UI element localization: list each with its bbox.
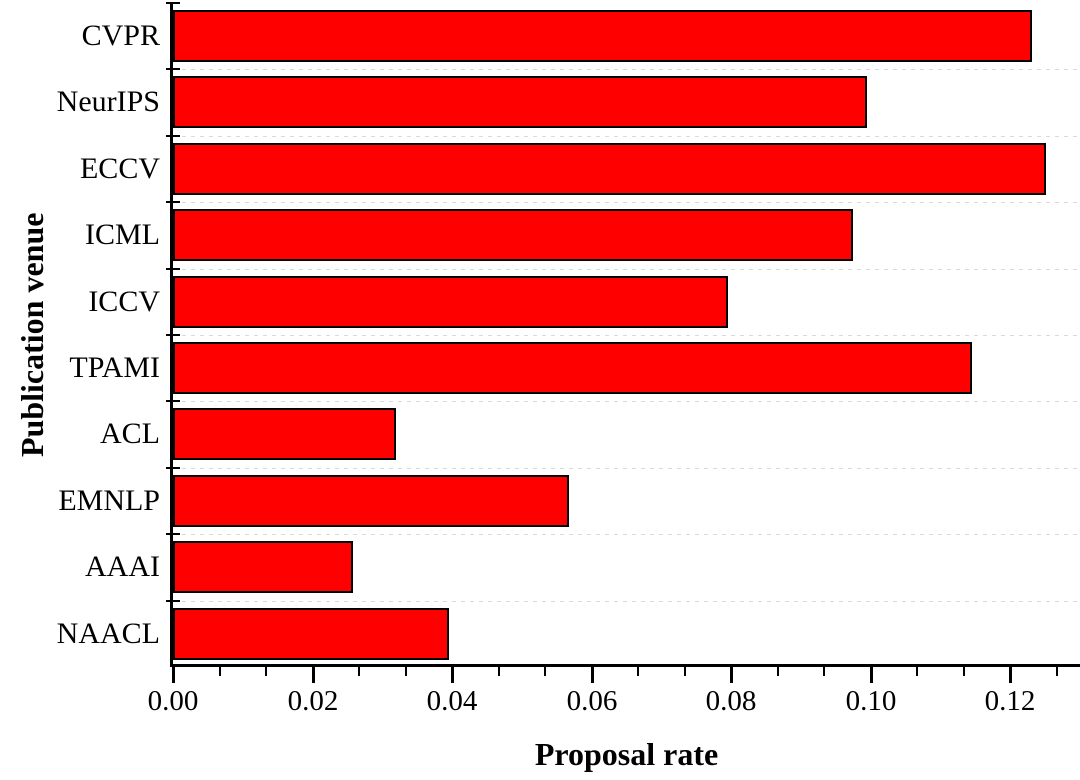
- bar-naacl: [173, 608, 449, 660]
- bar-neurips: [173, 76, 867, 128]
- category-label-neurips: NeurIPS: [56, 85, 160, 118]
- x-major-tick: [451, 667, 454, 683]
- y-axis-tick: [166, 334, 180, 336]
- x-minor-tick: [823, 667, 825, 676]
- category-label-aaai: AAAI: [85, 550, 160, 583]
- gridline: [173, 136, 1080, 137]
- x-minor-tick: [498, 667, 500, 676]
- gridline: [173, 401, 1080, 402]
- gridline: [173, 468, 1080, 469]
- x-tick-label: 0.08: [705, 685, 757, 717]
- y-axis-tick: [166, 467, 180, 469]
- gridline: [173, 69, 1080, 70]
- y-axis-tick: [166, 268, 180, 270]
- x-minor-tick: [1056, 667, 1058, 676]
- x-major-tick: [1009, 667, 1012, 683]
- x-minor-tick: [358, 667, 360, 676]
- category-label-tpami: TPAMI: [69, 351, 160, 384]
- x-axis-title: Proposal rate: [534, 736, 719, 772]
- x-minor-tick: [544, 667, 546, 676]
- x-minor-tick: [684, 667, 686, 676]
- x-minor-tick: [405, 667, 407, 676]
- category-label-eccv: ECCV: [79, 152, 160, 185]
- category-label-iccv: ICCV: [88, 285, 160, 318]
- bar-emnlp: [173, 475, 569, 527]
- category-label-naacl: NAACL: [56, 617, 160, 650]
- gridline: [173, 269, 1080, 270]
- y-axis-tick: [166, 68, 180, 70]
- y-axis-tick: [166, 600, 180, 602]
- category-label-emnlp: EMNLP: [58, 484, 160, 517]
- bar-icml: [173, 209, 853, 261]
- x-minor-tick: [637, 667, 639, 676]
- x-minor-tick: [963, 667, 965, 676]
- bar-tpami: [173, 342, 972, 394]
- x-tick-label: 0.04: [426, 685, 478, 717]
- bar-eccv: [173, 143, 1046, 195]
- bar-aaai: [173, 541, 353, 593]
- y-axis-tick: [166, 135, 180, 137]
- bar-cvpr: [173, 10, 1032, 62]
- x-major-tick: [591, 667, 594, 683]
- category-label-acl: ACL: [100, 417, 160, 450]
- x-minor-tick: [916, 667, 918, 676]
- bar-acl: [173, 408, 396, 460]
- x-tick-label: 0.12: [984, 685, 1036, 717]
- x-minor-tick: [219, 667, 221, 676]
- bar-iccv: [173, 276, 728, 328]
- y-axis-tick: [166, 201, 180, 203]
- gridline: [173, 534, 1080, 535]
- x-minor-tick: [265, 667, 267, 676]
- x-tick-label: 0.06: [566, 685, 618, 717]
- x-tick-label: 0.00: [147, 685, 199, 717]
- x-major-tick: [172, 667, 175, 683]
- gridline: [173, 601, 1080, 602]
- y-axis-tick: [166, 533, 180, 535]
- x-tick-label: 0.02: [287, 685, 339, 717]
- x-major-tick: [870, 667, 873, 683]
- x-axis-line: [170, 664, 1080, 667]
- x-minor-tick: [777, 667, 779, 676]
- x-major-tick: [312, 667, 315, 683]
- y-axis-tick: [166, 2, 180, 4]
- y-axis-tick: [166, 400, 180, 402]
- category-label-cvpr: CVPR: [81, 19, 160, 52]
- x-tick-label: 0.10: [845, 685, 897, 717]
- category-label-icml: ICML: [85, 218, 160, 251]
- gridline: [173, 335, 1080, 336]
- gridline: [173, 202, 1080, 203]
- x-major-tick: [730, 667, 733, 683]
